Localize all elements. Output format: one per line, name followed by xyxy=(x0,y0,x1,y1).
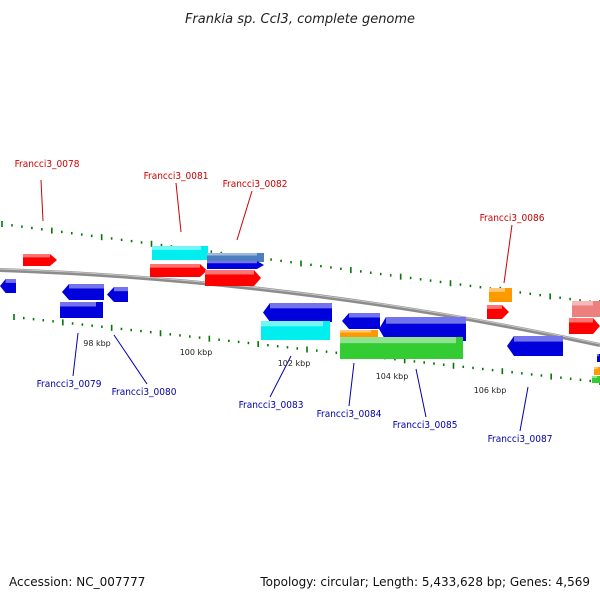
genome-summary-text: Topology: circular; Length: 5,433,628 bp… xyxy=(259,575,590,589)
gene-edge-blue-feature-highlight xyxy=(5,279,16,283)
gene-label-francci3-0079[interactable]: Francci3_0079 xyxy=(37,379,102,390)
gene-0085-feature-highlight xyxy=(340,337,456,344)
gene-0084a-feature xyxy=(342,313,380,329)
genome-backbone xyxy=(0,268,600,347)
accession-text: Accession: NC_007777 xyxy=(9,575,145,589)
gene-0081-feature-highlight xyxy=(150,264,200,268)
leader-0086 xyxy=(503,224,513,284)
map-title: Frankia sp. CcI3, complete genome xyxy=(185,12,415,27)
gene-0081-feature xyxy=(150,264,207,277)
gene-0084-orange-feature-highlight xyxy=(340,330,371,333)
gene-0083-feature-highlight xyxy=(261,321,323,327)
gene-0080-feature xyxy=(107,287,128,302)
gene-label-francci3-0080[interactable]: Francci3_0080 xyxy=(112,387,177,398)
gene-0087-feature-highlight xyxy=(514,336,563,342)
kbp-label-102: 102 kbp xyxy=(278,359,311,368)
leader-0083 xyxy=(269,355,292,398)
gene-label-francci3-0083[interactable]: Francci3_0083 xyxy=(239,400,304,411)
kbp-label-106: 106 kbp xyxy=(474,386,507,395)
gene-label-francci3-0087[interactable]: Francci3_0087 xyxy=(488,434,553,445)
tick-row-reverse xyxy=(13,314,600,385)
gene-0078-feature-highlight xyxy=(23,254,50,258)
genome-backbone-highlight xyxy=(0,268,600,345)
gene-edge-green-feature xyxy=(592,376,600,383)
gene-0085a-feature xyxy=(379,317,466,341)
gene-0079a-feature xyxy=(62,284,104,300)
gene-pink-feature-highlight xyxy=(572,301,593,306)
kbp-label-100: 100 kbp xyxy=(180,348,213,357)
gene-0079a-feature-highlight xyxy=(69,284,104,289)
gene-0084a-feature-highlight xyxy=(349,313,380,318)
gene-label-francci3-0081[interactable]: Francci3_0081 xyxy=(144,171,209,182)
gene-0081-cyan-feature-highlight xyxy=(152,246,201,250)
gene-edge-blue-feature xyxy=(0,279,16,293)
gene-edge-red-feature xyxy=(569,318,600,334)
gene-0082-steel-feature xyxy=(207,253,264,262)
gene-0081-cyan-feature xyxy=(152,246,208,260)
gene-0079-feature-highlight xyxy=(60,302,96,307)
gene-label-francci3-0084[interactable]: Francci3_0084 xyxy=(317,409,382,420)
gene-0086-orange-feature xyxy=(489,288,512,302)
gene-0085a-feature-highlight xyxy=(386,317,466,324)
gene-0087-feature xyxy=(507,336,563,356)
gene-0083a-feature xyxy=(263,303,332,322)
leader-0085 xyxy=(415,368,427,418)
gene-pink-feature xyxy=(572,301,600,317)
leader-0081 xyxy=(175,182,182,233)
gene-label-francci3-0078[interactable]: Francci3_0078 xyxy=(15,159,80,170)
leader-0084 xyxy=(348,362,355,407)
gene-0082-feature-highlight xyxy=(205,270,254,275)
gene-features xyxy=(0,246,600,383)
gene-edge-green-feature-highlight xyxy=(592,376,598,378)
label-leader-lines xyxy=(40,179,529,432)
gene-0082-steel-feature-highlight xyxy=(207,253,257,256)
gene-edge-blue2-feature xyxy=(597,354,600,362)
leader-0082 xyxy=(236,190,253,241)
gene-0086-feature xyxy=(487,305,509,319)
gene-0086-orange-feature-highlight xyxy=(489,288,505,292)
gene-label-francci3-0082[interactable]: Francci3_0082 xyxy=(223,179,288,190)
gene-edge-orange-feature xyxy=(594,367,600,375)
gene-0086-feature-highlight xyxy=(487,305,502,309)
leader-0079 xyxy=(72,332,79,377)
gene-edge-blue2-feature-highlight xyxy=(597,354,599,357)
gene-0078-feature xyxy=(23,254,57,266)
leader-0087 xyxy=(519,386,529,432)
gene-0082-blue-feature xyxy=(207,261,264,269)
kbp-label-104: 104 kbp xyxy=(376,372,409,381)
gene-0083-feature xyxy=(261,321,330,340)
gene-0079-feature xyxy=(60,302,103,318)
leader-0078 xyxy=(40,179,44,222)
gene-0084-orange-feature xyxy=(340,330,378,339)
gene-0080-feature-highlight xyxy=(114,287,128,292)
gene-edge-red-feature-highlight xyxy=(569,318,593,323)
gene-0082-feature xyxy=(205,270,261,286)
leader-0080 xyxy=(113,334,148,385)
gene-0083a-feature-highlight xyxy=(270,303,332,309)
gene-0085-feature xyxy=(340,337,463,359)
gene-label-francci3-0085[interactable]: Francci3_0085 xyxy=(393,420,458,431)
gene-edge-orange-feature-highlight xyxy=(594,367,598,370)
kbp-label-98: 98 kbp xyxy=(83,339,111,348)
gene-0082-blue-feature-highlight xyxy=(207,261,257,264)
gene-label-francci3-0086[interactable]: Francci3_0086 xyxy=(480,213,545,224)
